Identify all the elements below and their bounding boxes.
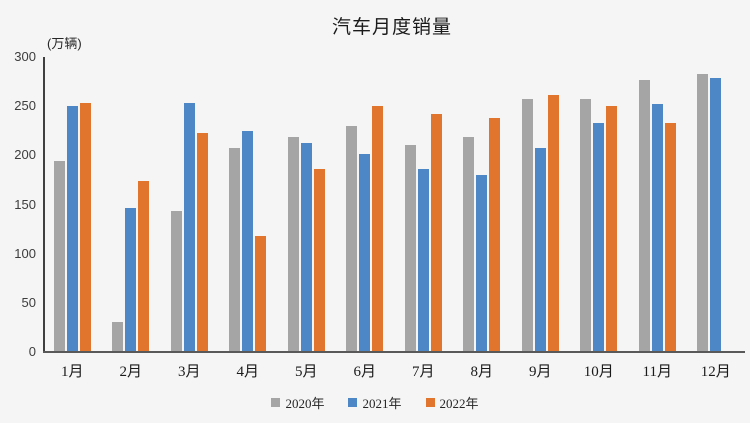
bar-2021年-2月 bbox=[125, 208, 137, 352]
y-tick-label: 0 bbox=[28, 344, 36, 359]
x-axis-label-2月: 2月 bbox=[119, 364, 142, 380]
bar-2022年-10月 bbox=[606, 106, 618, 352]
x-axis-label-11月: 11月 bbox=[642, 364, 672, 380]
bar-2021年-5月 bbox=[300, 142, 312, 352]
bar-2022年-8月 bbox=[489, 117, 501, 352]
bar-2020年-3月 bbox=[170, 211, 182, 352]
y-tick-label: 100 bbox=[14, 245, 36, 261]
chart-title: 汽车月度销量 bbox=[331, 17, 452, 38]
bar-2022年-2月 bbox=[138, 180, 150, 352]
bar-2020年-6月 bbox=[346, 125, 358, 352]
bar-2020年-12月 bbox=[697, 73, 709, 352]
bar-2020年-5月 bbox=[287, 136, 299, 352]
bar-2021年-4月 bbox=[242, 130, 254, 352]
x-axis-label-10月: 10月 bbox=[583, 364, 614, 380]
bar-2020年-10月 bbox=[580, 99, 592, 352]
bar-2020年-8月 bbox=[463, 136, 475, 352]
x-axis-label-7月: 7月 bbox=[411, 364, 435, 380]
legend-item-2020年: 2020年 bbox=[271, 393, 324, 412]
bar-2022年-4月 bbox=[255, 235, 267, 352]
x-axis-label-8月: 8月 bbox=[470, 364, 493, 380]
x-axis-line bbox=[43, 351, 745, 353]
bar-2021年-11月 bbox=[651, 104, 663, 352]
x-axis-label-4月: 4月 bbox=[236, 364, 259, 380]
bar-2020年-9月 bbox=[521, 99, 533, 352]
x-axis-label-5月: 5月 bbox=[294, 364, 318, 380]
bar-2021年-7月 bbox=[417, 169, 429, 352]
bar-2020年-1月 bbox=[53, 161, 65, 352]
bar-2021年-1月 bbox=[66, 106, 78, 352]
x-axis-label-6月: 6月 bbox=[353, 364, 376, 380]
bar-2020年-4月 bbox=[229, 148, 241, 352]
x-axis-label-1月: 1月 bbox=[60, 364, 84, 380]
legend-swatch-icon bbox=[271, 398, 281, 407]
bar-2022年-11月 bbox=[664, 122, 676, 352]
legend-item-2021年: 2021年 bbox=[348, 393, 402, 412]
bar-2020年-2月 bbox=[112, 321, 124, 352]
bar-2020年-7月 bbox=[404, 144, 416, 352]
legend-label: 2022年 bbox=[439, 396, 479, 411]
bar-2022年-1月 bbox=[79, 103, 91, 352]
x-axis-label-12月: 12月 bbox=[700, 364, 731, 380]
bar-2022年-7月 bbox=[430, 114, 442, 352]
bar-2021年-8月 bbox=[476, 175, 488, 352]
bar-2021年-9月 bbox=[534, 148, 546, 352]
bar-2021年-6月 bbox=[359, 154, 371, 352]
y-tick-label: 250 bbox=[14, 98, 36, 114]
x-axis-label-3月: 3月 bbox=[177, 364, 201, 380]
bar-2021年-12月 bbox=[710, 77, 722, 352]
legend-label: 2021年 bbox=[362, 396, 402, 411]
bar-2021年-3月 bbox=[183, 103, 195, 352]
y-tick-label: 150 bbox=[14, 196, 36, 212]
legend-swatch-icon bbox=[348, 398, 358, 407]
y-tick-label: 300 bbox=[14, 49, 36, 64]
bar-2021年-10月 bbox=[593, 122, 605, 352]
bar-2022年-9月 bbox=[547, 95, 559, 352]
bar-2022年-3月 bbox=[196, 132, 208, 352]
legend-label: 2020年 bbox=[285, 396, 325, 411]
legend-swatch-icon bbox=[425, 398, 435, 407]
y-axis-line bbox=[43, 57, 45, 352]
y-tick-label: 50 bbox=[21, 294, 36, 310]
y-axis-unit-label: (万辆) bbox=[47, 36, 82, 51]
bar-2022年-5月 bbox=[313, 169, 325, 352]
legend: 2020年 2021年 2022年 bbox=[0, 393, 750, 412]
x-axis-label-9月: 9月 bbox=[528, 364, 552, 380]
y-tick-label: 200 bbox=[14, 147, 36, 163]
bar-2022年-6月 bbox=[372, 106, 384, 352]
legend-item-2022年: 2022年 bbox=[425, 393, 479, 412]
bar-2020年-11月 bbox=[638, 79, 650, 352]
